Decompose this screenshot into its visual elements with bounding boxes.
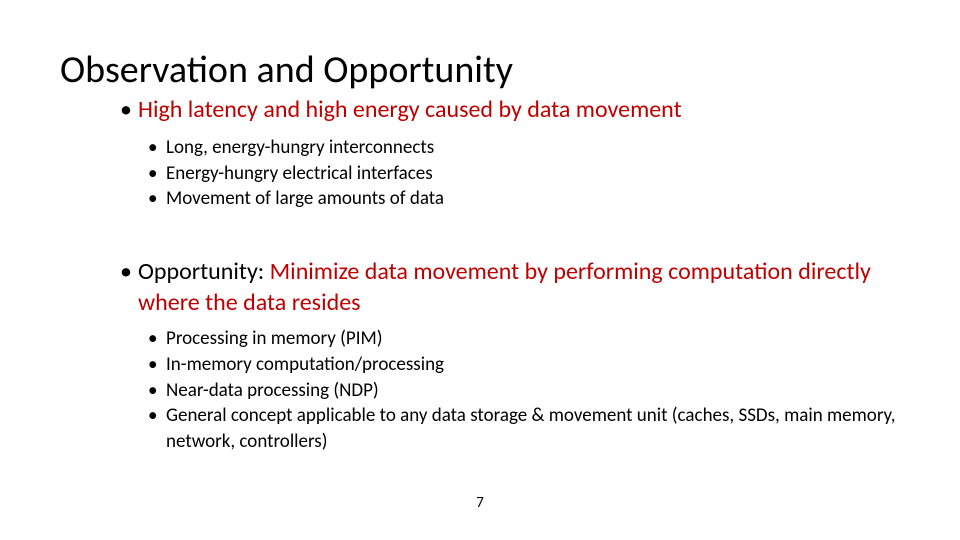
sub-bullet: Energy-hungry electrical interfaces [148,161,900,187]
bullet-main-2: Opportunity: Minimize data movement by p… [120,256,900,318]
bullet-main-1: High latency and high energy caused by d… [120,94,900,125]
slide: Observation and Opportunity High latency… [0,0,960,540]
bullet-main-2-prefix: Opportunity: [138,257,264,286]
sub-bullet: Processing in memory (PIM) [148,326,900,352]
spacer [120,212,900,254]
bullet-main-1-text: High latency and high energy caused by d… [138,95,682,124]
sub-bullet: Movement of large amounts of data [148,186,900,212]
sub-bullets-2: Processing in memory (PIM) In-memory com… [120,326,900,454]
sub-bullets-1: Long, energy-hungry interconnects Energy… [120,135,900,212]
sub-bullet: Long, energy-hungry interconnects [148,135,900,161]
sub-bullet: General concept applicable to any data s… [148,403,900,454]
page-number: 7 [0,494,960,512]
sub-bullet: Near-data processing (NDP) [148,378,900,404]
slide-title: Observation and Opportunity [60,50,900,92]
sub-bullet: In-memory computation/processing [148,352,900,378]
slide-content: High latency and high energy caused by d… [60,94,900,455]
